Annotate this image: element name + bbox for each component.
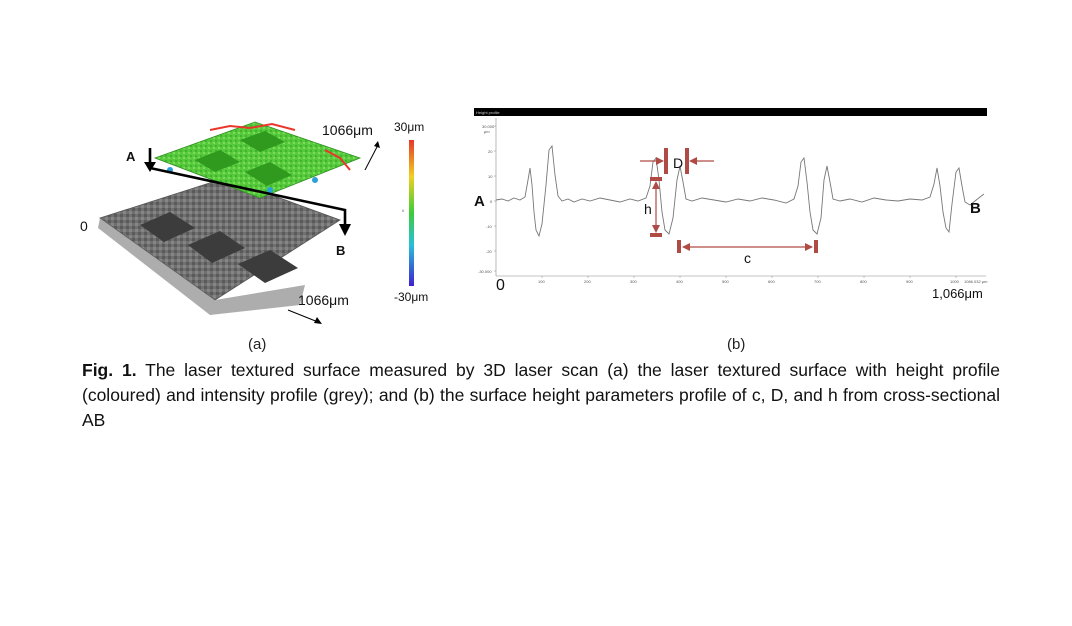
x-tick-marks bbox=[541, 276, 957, 278]
y-tick-marks bbox=[494, 125, 496, 272]
valley-spot bbox=[312, 177, 318, 183]
x-end-label: 1,066μm bbox=[932, 286, 983, 301]
x-tick-label: 800 bbox=[860, 279, 867, 284]
x-tick-label: 200 bbox=[584, 279, 591, 284]
y-tick-label: -30.000 bbox=[478, 269, 492, 274]
caption-text: The laser textured surface measured by 3… bbox=[82, 360, 1000, 430]
colorbar-min-label: -30μm bbox=[394, 290, 429, 304]
arrow-head-b bbox=[339, 224, 351, 236]
y-tick-label: 30.000 bbox=[482, 124, 495, 129]
y-unit-label: μm bbox=[484, 129, 490, 134]
point-b-label: B bbox=[970, 200, 981, 217]
parameter-h-annotation bbox=[650, 177, 662, 237]
arrow-head-a bbox=[144, 162, 156, 172]
figure-caption: Fig. 1. The laser textured surface measu… bbox=[82, 358, 1000, 433]
sublabel-a: (a) bbox=[248, 336, 267, 353]
colorbar bbox=[409, 140, 414, 286]
dimension-top-label: 1066μm bbox=[322, 122, 373, 138]
profile-chart bbox=[474, 108, 987, 278]
surface-3d-render bbox=[98, 121, 414, 324]
origin-label: 0 bbox=[496, 277, 505, 294]
profile-header-bar bbox=[474, 108, 987, 116]
x-tick-label: 500 bbox=[722, 279, 729, 284]
x-tick-label: 900 bbox=[906, 279, 913, 284]
height-profile-line bbox=[495, 144, 985, 238]
point-b-label: B bbox=[336, 243, 346, 258]
peak-ridge bbox=[209, 122, 296, 131]
parameter-h-label: h bbox=[644, 201, 652, 217]
dimple-grey-1 bbox=[140, 212, 195, 242]
y-tick-label: -20 bbox=[486, 249, 492, 254]
profile-header-title: Height profile bbox=[476, 110, 500, 115]
sublabel-b: (b) bbox=[727, 336, 746, 353]
y-tick-label: 20 bbox=[488, 149, 493, 154]
dimple-grey-3 bbox=[238, 250, 298, 283]
parameter-c-annotation bbox=[677, 240, 818, 253]
origin-label: 0 bbox=[80, 218, 88, 234]
dim-arrowhead-bottom bbox=[314, 317, 322, 324]
dimple-green-1 bbox=[195, 150, 240, 172]
x-tick-label: 300 bbox=[630, 279, 637, 284]
figure-b-height-profile: Height profile 30.000 μm 20 10 0 -10 -20… bbox=[470, 100, 1000, 310]
caption-figure-number: Fig. 1. bbox=[82, 360, 137, 380]
parameter-d-annotation bbox=[640, 148, 714, 174]
dimple-grey-2 bbox=[188, 231, 245, 263]
x-tick-label: 700 bbox=[814, 279, 821, 284]
y-tick-label: -10 bbox=[486, 224, 492, 229]
point-a-label: A bbox=[126, 149, 136, 164]
parameter-c-label: c bbox=[744, 250, 751, 266]
dimension-bottom-label: 1066μm bbox=[298, 292, 349, 308]
y-tick-label: 0 bbox=[490, 199, 493, 204]
dimple-green-3 bbox=[240, 131, 285, 152]
x-tick-label: 400 bbox=[676, 279, 683, 284]
dimple-green-2 bbox=[245, 162, 292, 186]
valley-spot bbox=[267, 187, 273, 193]
x-end-tick-label: 1066.032 μm bbox=[964, 279, 988, 284]
dim-arrow-bottom bbox=[287, 309, 319, 323]
point-a-label: A bbox=[474, 193, 485, 210]
intensity-surface-front-edge bbox=[98, 218, 305, 315]
dim-arrowhead-top bbox=[374, 141, 380, 148]
parameter-d-label: D bbox=[673, 155, 684, 171]
section-line-ab bbox=[148, 148, 347, 230]
peak-ridge-2 bbox=[324, 149, 351, 171]
x-tick-label: 600 bbox=[768, 279, 775, 284]
colorbar-mid-label: 0 bbox=[402, 208, 405, 213]
x-tick-label: 100 bbox=[538, 279, 545, 284]
y-tick-label: 10 bbox=[488, 174, 493, 179]
dim-arrow-top bbox=[364, 144, 379, 171]
figure-a-3d-scan: A B 0 1066μm 1066μm 30μm -30μm 0 bbox=[60, 100, 460, 330]
x-tick-label: 1000 bbox=[950, 279, 959, 284]
colorbar-max-label: 30μm bbox=[394, 120, 425, 134]
